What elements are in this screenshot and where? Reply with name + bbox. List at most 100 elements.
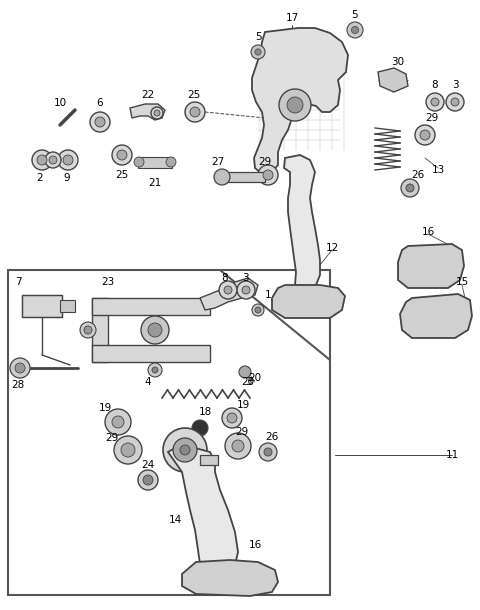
Circle shape [263, 170, 273, 180]
Polygon shape [92, 298, 210, 315]
Circle shape [401, 179, 419, 197]
Text: 4: 4 [144, 377, 151, 387]
Text: 20: 20 [249, 373, 262, 383]
Text: 29: 29 [425, 113, 439, 123]
Text: 3: 3 [242, 273, 248, 283]
Text: 28: 28 [12, 380, 24, 390]
Polygon shape [200, 278, 258, 310]
Circle shape [173, 438, 197, 462]
Text: 13: 13 [432, 165, 444, 175]
Polygon shape [130, 104, 165, 120]
Polygon shape [200, 455, 218, 465]
Circle shape [279, 89, 311, 121]
Circle shape [255, 307, 261, 313]
Circle shape [426, 93, 444, 111]
Circle shape [45, 152, 61, 168]
Circle shape [420, 130, 430, 140]
Circle shape [239, 366, 251, 378]
Circle shape [37, 155, 47, 165]
Polygon shape [92, 298, 108, 362]
Text: 3: 3 [452, 80, 458, 90]
Circle shape [112, 416, 124, 428]
Text: 29: 29 [235, 427, 249, 437]
Circle shape [180, 445, 190, 455]
Polygon shape [182, 560, 278, 596]
Text: 12: 12 [325, 243, 338, 253]
Text: 1: 1 [264, 290, 271, 300]
Circle shape [112, 145, 132, 165]
Circle shape [90, 112, 110, 132]
Circle shape [446, 93, 464, 111]
Polygon shape [92, 345, 210, 362]
Text: 8: 8 [222, 273, 228, 283]
Text: 19: 19 [98, 403, 112, 413]
Circle shape [264, 448, 272, 456]
Text: 6: 6 [96, 98, 103, 108]
Circle shape [415, 125, 435, 145]
Circle shape [255, 49, 261, 55]
Polygon shape [378, 68, 408, 92]
Circle shape [232, 440, 244, 452]
Circle shape [63, 155, 73, 165]
Circle shape [32, 150, 52, 170]
Text: 2: 2 [36, 173, 43, 183]
Circle shape [138, 470, 158, 490]
Bar [22, 295, 62, 317]
Circle shape [154, 110, 160, 116]
Circle shape [152, 367, 158, 373]
Circle shape [121, 443, 135, 457]
Text: 3: 3 [245, 377, 252, 387]
Circle shape [227, 413, 237, 423]
Bar [60, 300, 75, 312]
Circle shape [185, 102, 205, 122]
Circle shape [80, 322, 96, 338]
Polygon shape [284, 155, 320, 292]
Circle shape [15, 363, 25, 373]
Polygon shape [138, 157, 172, 168]
Circle shape [251, 45, 265, 59]
Circle shape [259, 443, 277, 461]
Text: 29: 29 [106, 433, 119, 443]
Text: 25: 25 [187, 90, 201, 100]
Circle shape [84, 326, 92, 334]
Circle shape [287, 97, 303, 113]
Text: 8: 8 [432, 80, 438, 90]
Circle shape [219, 281, 237, 299]
Text: 10: 10 [53, 98, 67, 108]
Text: 18: 18 [198, 407, 212, 417]
Circle shape [143, 475, 153, 485]
Bar [22, 295, 62, 317]
Circle shape [192, 420, 208, 436]
Text: 7: 7 [15, 277, 21, 287]
Polygon shape [168, 448, 238, 572]
Circle shape [242, 286, 250, 294]
Circle shape [58, 150, 78, 170]
Circle shape [451, 98, 459, 106]
Circle shape [237, 281, 255, 299]
Text: 21: 21 [148, 178, 162, 188]
Text: 24: 24 [142, 460, 155, 470]
Text: 25: 25 [115, 170, 129, 180]
Circle shape [49, 156, 57, 164]
Circle shape [134, 157, 144, 167]
Text: 14: 14 [168, 515, 181, 525]
Circle shape [351, 26, 359, 34]
Circle shape [117, 150, 127, 160]
Text: 26: 26 [411, 170, 425, 180]
Circle shape [406, 184, 414, 192]
Circle shape [222, 408, 242, 428]
Text: 9: 9 [64, 173, 70, 183]
Polygon shape [400, 294, 472, 338]
Circle shape [258, 165, 278, 185]
Text: 15: 15 [456, 277, 468, 287]
Circle shape [163, 428, 207, 472]
Circle shape [141, 316, 169, 344]
Circle shape [252, 304, 264, 316]
Circle shape [95, 117, 105, 127]
Text: 19: 19 [236, 400, 250, 410]
Circle shape [148, 363, 162, 377]
Polygon shape [218, 172, 265, 182]
Text: 30: 30 [391, 57, 405, 67]
Text: 27: 27 [211, 157, 225, 167]
Circle shape [166, 157, 176, 167]
